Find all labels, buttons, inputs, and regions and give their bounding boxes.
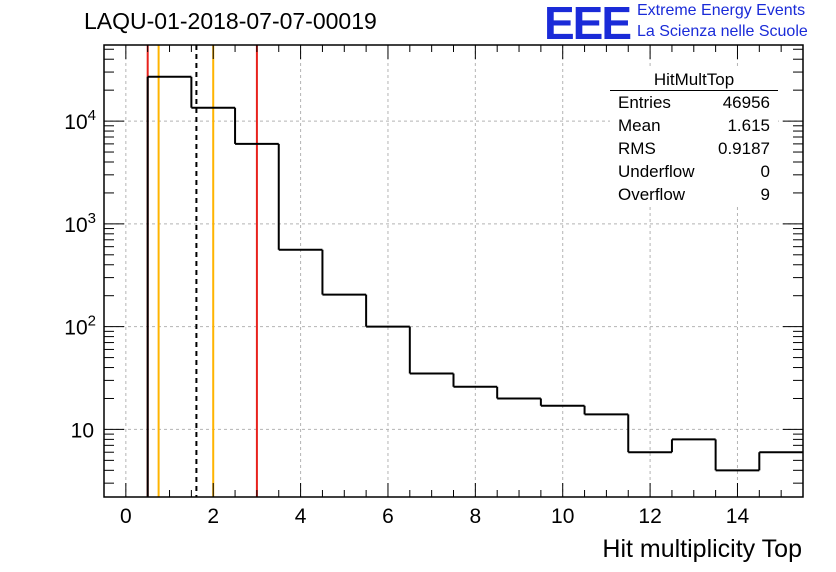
- stats-box: HitMultTop Entries 46956 Mean 1.615 RMS …: [610, 68, 778, 206]
- y-tick-label: 103: [64, 210, 96, 237]
- x-tick-label: 10: [551, 505, 574, 528]
- plot-title: LAQU-01-2018-07-07-00019: [84, 8, 377, 34]
- stats-value: 9: [760, 185, 770, 204]
- stats-label: Mean: [618, 116, 661, 135]
- x-tick-label: 14: [726, 505, 750, 528]
- y-tick-label: 10: [71, 419, 94, 442]
- x-tick-label: 12: [638, 505, 661, 528]
- stats-label: Overflow: [618, 185, 686, 204]
- x-tick-label: 6: [382, 505, 394, 528]
- x-tick-label: 8: [470, 505, 482, 528]
- y-tick-label: 104: [64, 107, 96, 134]
- stats-title: HitMultTop: [610, 68, 778, 91]
- eee-logo: EEE: [544, 0, 632, 49]
- stats-row-entries: Entries 46956: [610, 91, 778, 114]
- stats-value: 0: [760, 162, 770, 181]
- x-tick-label: 4: [295, 505, 307, 528]
- eee-tagline-1: Extreme Energy Events: [637, 2, 806, 19]
- x-tick-label: 2: [207, 505, 219, 528]
- stats-label: Underflow: [618, 162, 695, 181]
- stats-value: 0.9187: [718, 139, 770, 158]
- y-tick-label: 102: [64, 313, 96, 340]
- x-axis-label: Hit multiplicity Top: [602, 535, 802, 563]
- histogram-series: [146, 75, 803, 497]
- eee-tagline-2: La Scienza nelle Scuole: [637, 23, 808, 40]
- stats-row-rms: RMS 0.9187: [610, 137, 778, 160]
- stats-value: 46956: [722, 93, 770, 112]
- axes: 0 2 4 6 8 10 12 14 10 102 103 104: [64, 44, 804, 528]
- stats-value: 1.615: [727, 116, 770, 135]
- stats-row-overflow: Overflow 9: [610, 183, 778, 206]
- stats-row-underflow: Underflow 0: [610, 160, 778, 183]
- x-tick-label: 0: [120, 505, 132, 528]
- stats-label: RMS: [618, 139, 656, 158]
- stats-label: Entries: [618, 93, 671, 112]
- stats-row-mean: Mean 1.615: [610, 114, 778, 137]
